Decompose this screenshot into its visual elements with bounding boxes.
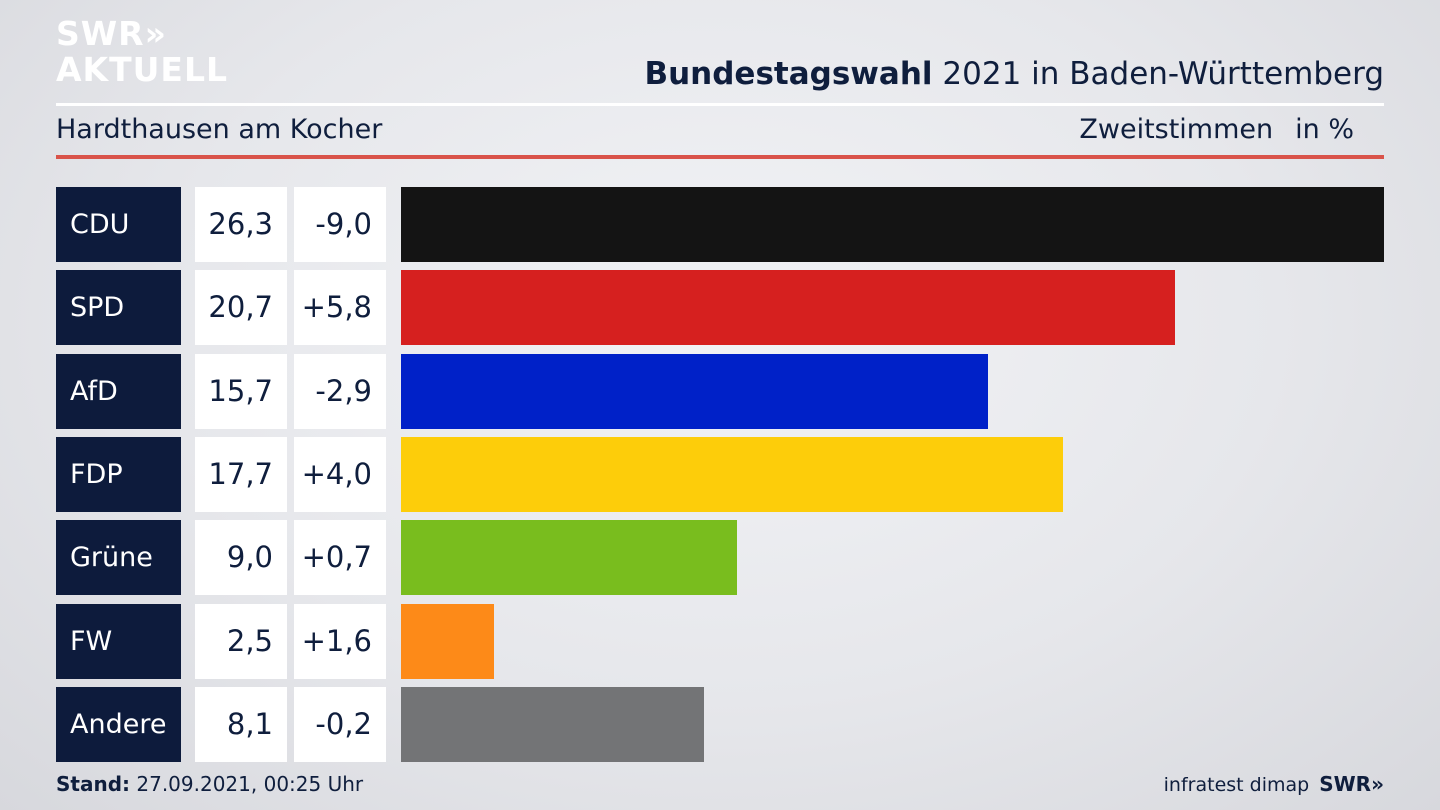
value-label: 17,7 (195, 436, 287, 512)
diff-label: +5,8 (294, 270, 386, 346)
logo-line-2: AKTUELL (56, 50, 229, 89)
measure-name: Zweitstimmen (1079, 114, 1274, 145)
chart-title-rest: 2021 in Baden-Württemberg (932, 56, 1384, 92)
chart-row: CDU 26,3 -9,0 (56, 187, 1384, 262)
diff-label: +0,7 (294, 520, 386, 596)
bar (401, 686, 704, 762)
bar (401, 187, 1384, 262)
stand-label: Stand: (56, 772, 131, 796)
value-label: 26,3 (195, 187, 287, 262)
party-label: FW (56, 603, 181, 679)
timestamp: Stand: 27.09.2021, 00:25 Uhr (56, 772, 363, 796)
chart-row: Grüne 9,0 +0,7 (56, 520, 1384, 596)
chart-row: FW 2,5 +1,6 (56, 603, 1384, 679)
logo-line-1: SWR» (56, 14, 167, 53)
diff-label: -2,9 (294, 353, 386, 429)
bar-chart: CDU 26,3 -9,0 SPD 20,7 +5,8 AfD 15,7 -2,9 FDP 17,7… (56, 187, 1384, 762)
swr-brand: SWR» (1319, 772, 1384, 796)
unit-label: in % (1295, 114, 1354, 145)
chart-row: AfD 15,7 -2,9 (56, 353, 1384, 429)
bar (401, 353, 988, 429)
swr-aktuell-logo: SWR» AKTUELL (56, 16, 228, 88)
stand-value: 27.09.2021, 00:25 Uhr (130, 772, 364, 796)
party-label: Grüne (56, 520, 181, 596)
value-label: 9,0 (195, 520, 287, 596)
party-label: FDP (56, 436, 181, 512)
diff-label: -0,2 (294, 686, 386, 762)
bar (401, 603, 494, 679)
chart-row: Andere 8,1 -0,2 (56, 686, 1384, 762)
bar (401, 270, 1175, 346)
accent-divider (56, 155, 1384, 159)
header-divider (56, 103, 1384, 106)
chart-title-bold: Bundestagswahl (644, 56, 933, 92)
value-label: 20,7 (195, 270, 287, 346)
value-label: 2,5 (195, 603, 287, 679)
value-label: 15,7 (195, 353, 287, 429)
party-label: Andere (56, 686, 181, 762)
value-label: 8,1 (195, 686, 287, 762)
party-label: SPD (56, 270, 181, 346)
chart-row: FDP 17,7 +4,0 (56, 436, 1384, 512)
chart-title: Bundestagswahl 2021 in Baden-Württemberg (644, 56, 1384, 92)
diff-label: +4,0 (294, 436, 386, 512)
location-label: Hardthausen am Kocher (56, 114, 383, 145)
chart-row: SPD 20,7 +5,8 (56, 270, 1384, 346)
source-label: infratest dimap (1163, 774, 1310, 796)
bar (401, 520, 737, 596)
measure-label: Zweitstimmen in % (1079, 114, 1354, 145)
party-label: CDU (56, 187, 181, 262)
diff-label: -9,0 (294, 187, 386, 262)
diff-label: +1,6 (294, 603, 386, 679)
bar (401, 436, 1063, 512)
source-credit: infratest dimap SWR» (1164, 772, 1384, 796)
party-label: AfD (56, 353, 181, 429)
